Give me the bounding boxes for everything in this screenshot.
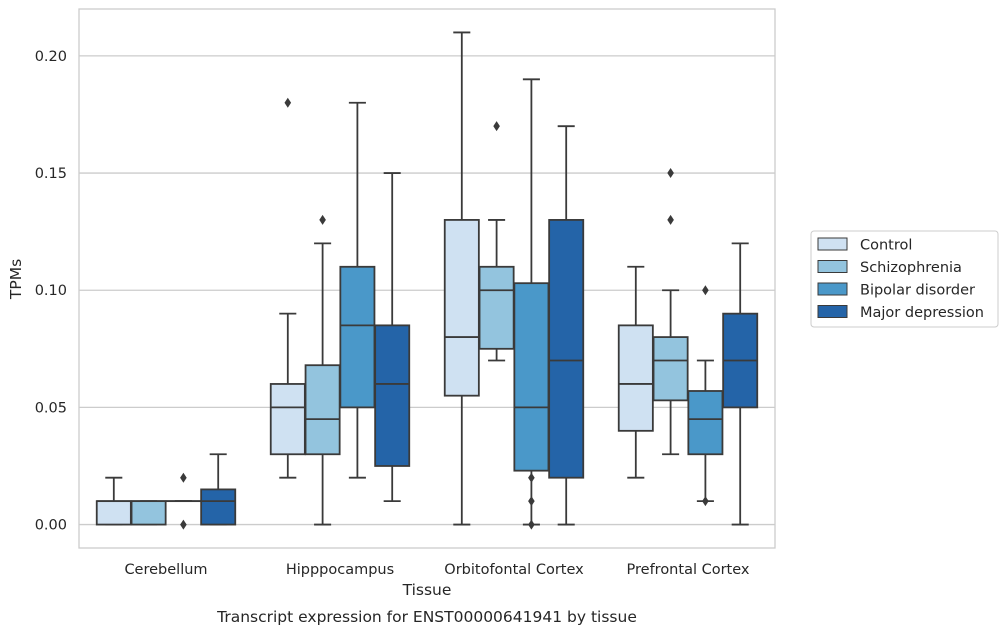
outlier-point	[667, 214, 674, 225]
y-tick-label: 0.10	[35, 283, 67, 299]
box-3-0	[200, 453, 237, 526]
box-0-2	[443, 31, 480, 526]
y-tick-label: 0.15	[35, 166, 67, 182]
chart-caption: Transcript expression for ENST0000064194…	[216, 608, 637, 626]
y-axis-label: TPMs	[7, 259, 25, 300]
outlier-point	[528, 472, 535, 483]
box-3-3	[722, 242, 759, 526]
legend-label: Schizophrenia	[860, 260, 962, 276]
legend-swatch	[817, 237, 848, 251]
y-tick-label: 0.20	[35, 49, 67, 65]
box-iqr	[374, 324, 411, 467]
grid-lines	[79, 55, 775, 526]
outlier-point	[667, 168, 674, 179]
box-2-2	[513, 78, 550, 530]
box-0-3	[617, 265, 654, 479]
legend-items: Control Schizophrenia Bipolar disorder Majo…	[817, 237, 984, 321]
x-tick-label: Cerebellum	[124, 562, 207, 578]
box-2-1	[339, 101, 376, 479]
box-iqr	[652, 336, 689, 402]
legend-label: Bipolar disorder	[860, 283, 975, 299]
box-2-3	[687, 285, 724, 507]
box-iqr	[269, 383, 306, 456]
boxes	[95, 31, 759, 530]
outlier-point	[702, 496, 709, 507]
x-tick-label: Prefrontal Cortex	[627, 562, 750, 578]
outlier-point	[284, 97, 292, 108]
legend-label: Major depression	[860, 305, 984, 321]
y-tick-label: 0.00	[35, 518, 67, 534]
box-iqr	[617, 324, 654, 432]
box-iqr	[339, 265, 376, 409]
legend-frame	[810, 230, 999, 328]
box-iqr	[304, 364, 341, 456]
legend-swatch	[817, 282, 848, 296]
outlier-point	[180, 519, 187, 530]
outlier-point	[702, 285, 709, 296]
box-iqr	[200, 488, 237, 526]
box-iqr	[478, 265, 515, 350]
box-1-1	[304, 214, 341, 526]
outlier-point	[319, 214, 326, 225]
plot-area	[78, 8, 776, 549]
box-1-0	[130, 500, 167, 526]
outlier-point	[493, 121, 500, 132]
outlier-point	[528, 496, 535, 507]
y-axis-ticks: 0.00 0.05 0.10 0.15 0.20	[35, 49, 67, 534]
box-iqr	[443, 219, 480, 397]
box-iqr	[513, 282, 550, 472]
x-axis-label: Tissue	[402, 581, 452, 599]
box-iqr	[687, 390, 724, 456]
x-tick-label: Orbitofontal Cortex	[444, 562, 584, 578]
y-tick-label: 0.05	[35, 400, 67, 416]
outlier-point	[528, 519, 535, 530]
box-0-1	[269, 97, 306, 479]
legend-label: Control	[860, 238, 912, 254]
legend-swatch	[817, 260, 848, 273]
box-iqr	[548, 219, 585, 479]
box-3-2	[548, 125, 585, 526]
legend-swatch	[817, 305, 848, 318]
legend: Control Schizophrenia Bipolar disorder Majo…	[810, 230, 999, 328]
box-3-1	[374, 172, 411, 503]
box-iqr	[95, 500, 132, 526]
box-1-3	[652, 168, 689, 456]
x-axis-ticks: Cerebellum Hipppocampus Orbitofontal Corte…	[124, 562, 749, 578]
outlier-point	[180, 472, 187, 483]
x-tick-label: Hipppocampus	[286, 562, 394, 578]
box-iqr	[130, 500, 167, 526]
